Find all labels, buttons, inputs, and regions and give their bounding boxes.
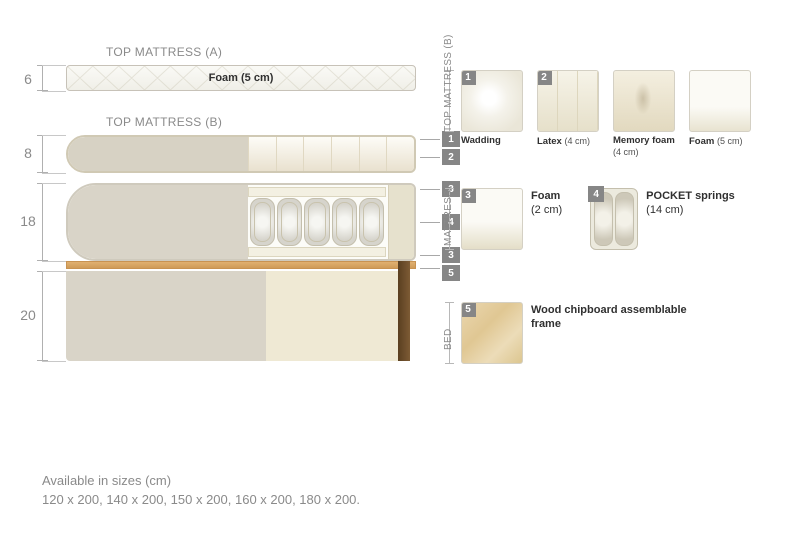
legend-side-topb: TOP MATTRESS (B)	[443, 34, 454, 132]
section-title-top-b: TOP MATTRESS (B)	[106, 115, 222, 129]
top-mattress-a: Foam (5 cm)	[66, 65, 416, 91]
dim-top-b: 8	[16, 145, 40, 161]
legend-side-mattress: MATTRESS	[443, 190, 454, 246]
legend-group-topb: TOP MATTRESS (B) 1 Wadding 2 Latex (4 cm…	[455, 70, 751, 159]
dim-line-core	[42, 183, 43, 261]
mattress-diagram: TOP MATTRESS (A) 6 Foam (5 cm) TOP MATTR…	[0, 0, 800, 533]
sizes-title: Available in sizes (cm)	[42, 473, 360, 488]
dim-core: 18	[16, 213, 40, 229]
legend-side-bed: BED	[443, 329, 454, 350]
bed-base	[66, 271, 416, 361]
swatch-pocket-springs: 4 POCKET springs(14 cm)	[590, 188, 735, 250]
section-title-top-a: TOP MATTRESS (A)	[106, 45, 222, 59]
swatch-wood-chipboard: 5 Wood chipboard assemblable frame	[461, 302, 691, 364]
dim-line-b	[42, 135, 43, 173]
swatch-wadding: 1 Wadding	[461, 70, 523, 159]
legend-group-mattress: MATTRESS 3 Foam(2 cm) 4 POCKET springs(1…	[455, 188, 735, 250]
swatch-latex: 2 Latex (4 cm)	[537, 70, 599, 159]
mattress-core	[66, 183, 416, 261]
dim-base: 20	[16, 307, 40, 323]
foam-label-a: Foam (5 cm)	[209, 72, 274, 84]
dim-top-a: 6	[16, 71, 40, 87]
sizes-list: 120 x 200, 140 x 200, 150 x 200, 160 x 2…	[42, 492, 360, 507]
sizes-caption: Available in sizes (cm) 120 x 200, 140 x…	[42, 473, 360, 507]
dim-line-a	[42, 65, 43, 91]
dim-line-base	[42, 271, 43, 361]
top-mattress-b	[66, 135, 416, 173]
tag-5: 5	[442, 265, 460, 281]
swatch-foam: Foam (5 cm)	[689, 70, 751, 159]
swatch-foam-2cm: 3 Foam(2 cm)	[461, 188, 562, 250]
swatch-memory-foam: Memory foam (4 cm)	[613, 70, 675, 159]
legend-group-bed: BED 5 Wood chipboard assemblable frame	[455, 302, 691, 364]
